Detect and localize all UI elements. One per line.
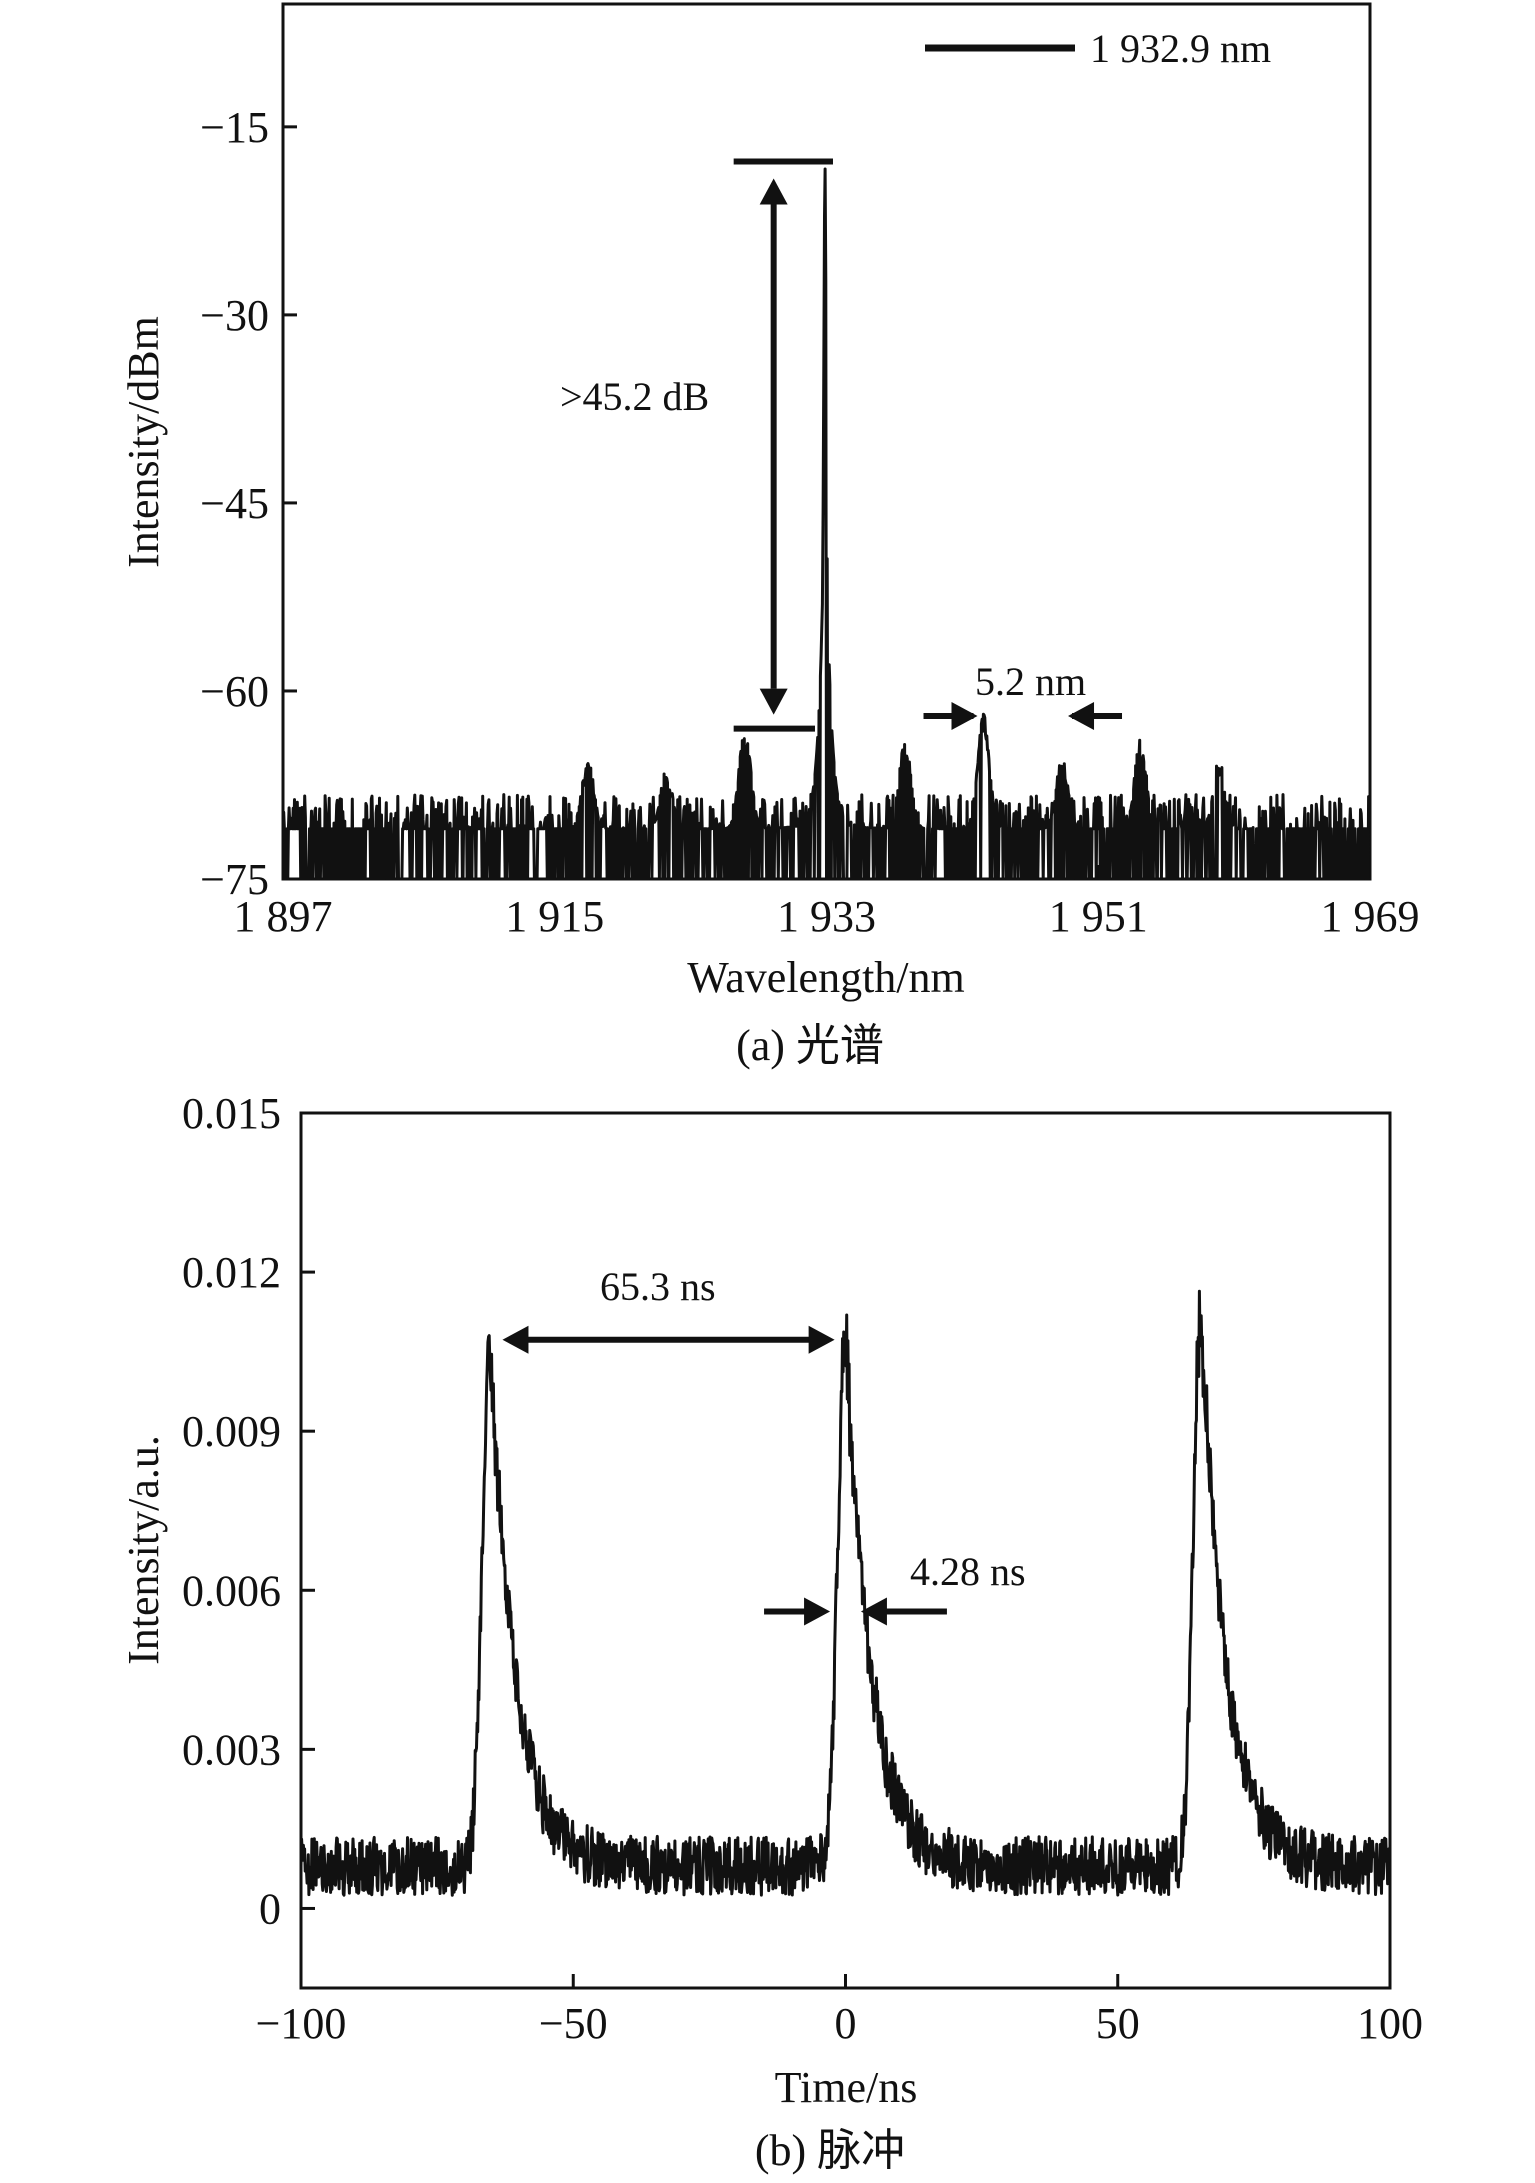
y-tick-label: −15 <box>200 103 269 152</box>
pulse-period-label: 65.3 ns <box>600 1264 716 1309</box>
y-tick-label: −45 <box>200 479 269 528</box>
x-tick-label: 1 933 <box>777 892 876 941</box>
x-tick-label: −50 <box>539 1999 608 2048</box>
spectrum-y-axis-label: Intensity/dBm <box>119 316 168 568</box>
x-tick-label: 1 951 <box>1049 892 1148 941</box>
period-arrow-head-right <box>808 1325 835 1354</box>
period-arrow-head-left <box>502 1325 529 1354</box>
y-tick-label: 0.006 <box>182 1566 281 1615</box>
spacing-arrow-right-head <box>1068 702 1095 731</box>
x-tick-label: 1 969 <box>1321 892 1420 941</box>
spectrum-trace <box>281 167 1371 881</box>
pulse-chart: 0 0.003 0.006 0.009 0.012 0.015 −100 −50 0 50 100… <box>119 1089 1423 2175</box>
spacing-arrow-left-head <box>951 702 978 731</box>
x-tick-label: −100 <box>256 1999 347 2048</box>
pulse-x-ticks: −100 −50 0 50 100 <box>256 1974 1423 2048</box>
y-tick-label: 0.012 <box>182 1248 281 1297</box>
y-tick-label: 0.003 <box>182 1725 281 1774</box>
pulse-y-ticks: 0 0.003 0.006 0.009 0.012 0.015 <box>182 1089 315 1933</box>
spectrum-y-ticks: −15 −30 −45 −60 −75 <box>200 103 297 904</box>
width-arrow-right-head <box>860 1597 887 1626</box>
y-tick-label: 0.009 <box>182 1407 281 1456</box>
pulse-trace <box>299 1289 1392 1897</box>
spectrum-legend: 1 932.9 nm <box>925 26 1271 71</box>
x-tick-label: 1 915 <box>505 892 604 941</box>
pulse-y-axis-label: Intensity/a.u. <box>119 1435 168 1665</box>
legend-label: 1 932.9 nm <box>1090 26 1271 71</box>
spectrum-caption: (a) 光谱 <box>736 1021 884 1070</box>
suppression-arrow-head-up <box>759 178 788 205</box>
x-tick-label: 1 897 <box>234 892 333 941</box>
y-tick-label: −30 <box>200 291 269 340</box>
mode-spacing-label: 5.2 nm <box>975 659 1086 704</box>
spectrum-chart: −15 −30 −45 −60 −75 1 897 1 915 1 933 1 951 1 96… <box>119 2 1420 1070</box>
spectrum-annotations: >45.2 dB 5.2 nm <box>560 158 1123 732</box>
y-tick-label: −60 <box>200 667 269 716</box>
y-tick-label: 0 <box>259 1884 281 1933</box>
width-arrow-left-head <box>804 1597 831 1626</box>
x-tick-label: 0 <box>835 1999 857 2048</box>
x-tick-label: 50 <box>1096 1999 1140 2048</box>
pulse-width-label: 4.28 ns <box>910 1549 1026 1594</box>
suppression-arrow-head-down <box>759 688 788 715</box>
spectrum-x-axis-label: Wavelength/nm <box>687 953 965 1002</box>
side-mode-suppression-label: >45.2 dB <box>560 374 709 419</box>
y-tick-label: −75 <box>200 855 269 904</box>
spectrum-x-ticks: 1 897 1 915 1 933 1 951 1 969 <box>234 865 1420 941</box>
x-tick-label: 100 <box>1357 1999 1423 2048</box>
y-tick-label: 0.015 <box>182 1089 281 1138</box>
pulse-caption: (b) 脉冲 <box>755 2126 905 2175</box>
pulse-annotations: 65.3 ns 4.28 ns <box>502 1264 1026 1626</box>
pulse-x-axis-label: Time/ns <box>775 2063 918 2112</box>
